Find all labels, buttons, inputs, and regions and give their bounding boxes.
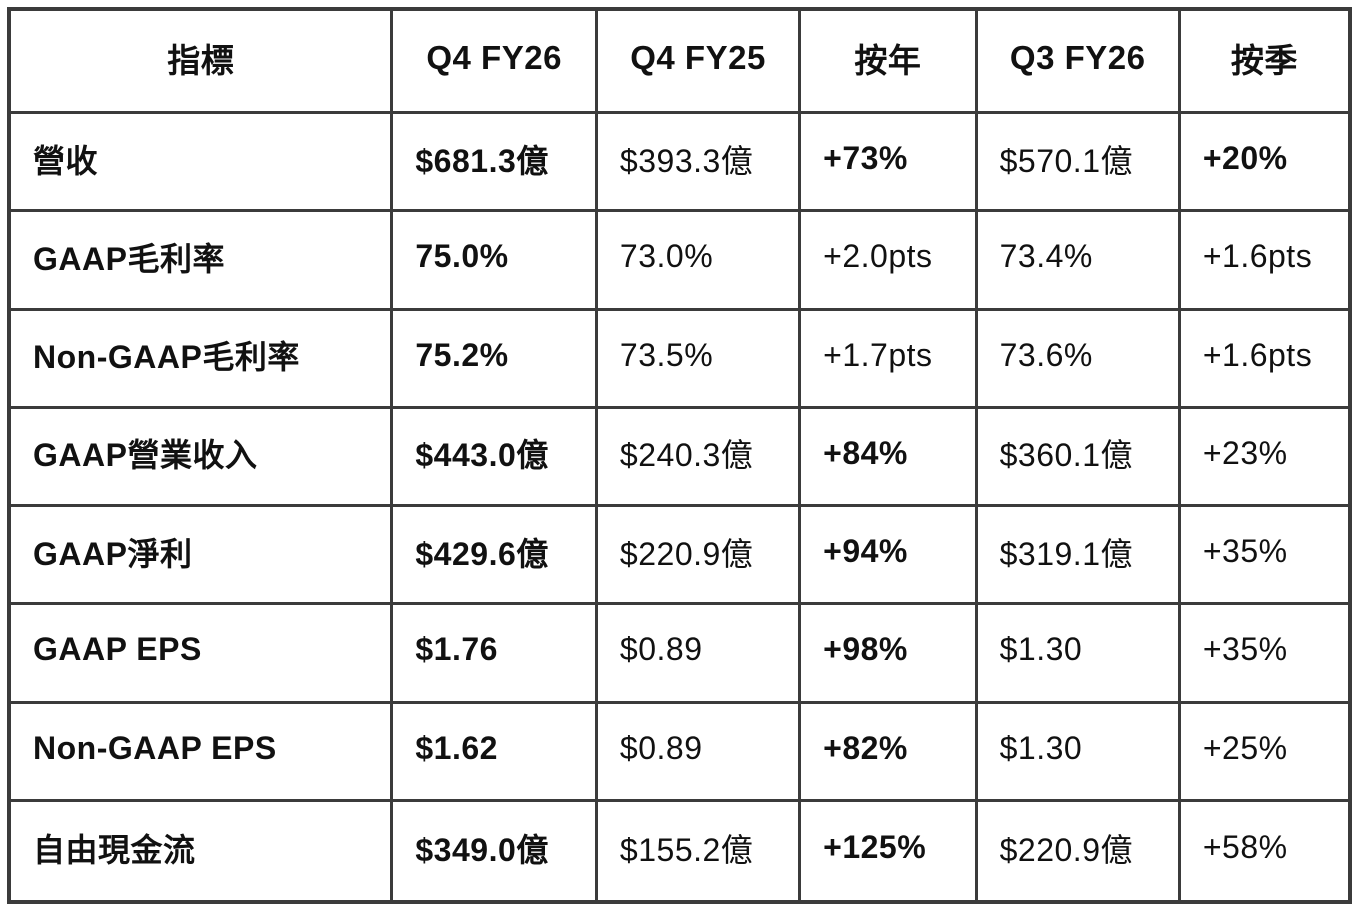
row-gaap-margin-metric: GAAP毛利率 — [11, 212, 394, 311]
row-gaap-margin-qoq: +1.6pts — [1180, 212, 1348, 311]
row-gaap-opincome-q4fy25: $240.3億 — [597, 408, 802, 507]
row-gaap-netincome-q4fy25: $220.9億 — [597, 507, 802, 606]
row-gaap-netincome-q4fy26: $429.6億 — [393, 507, 598, 606]
row-nongaap-margin-qoq: +1.6pts — [1180, 311, 1348, 409]
row-gaap-opincome-yoy: +84% — [801, 408, 978, 507]
header-qoq: 按季 — [1180, 11, 1348, 114]
header-yoy: 按年 — [801, 11, 978, 114]
row-gaap-eps-qoq: +35% — [1180, 605, 1348, 704]
header-metric: 指標 — [11, 11, 394, 114]
row-nongaap-eps-q4fy26: $1.62 — [393, 703, 598, 802]
row-nongaap-eps-q3fy26: $1.30 — [977, 703, 1181, 802]
row-revenue-q3fy26: $570.1億 — [977, 114, 1181, 213]
row-gaap-eps-q3fy26: $1.30 — [977, 605, 1181, 704]
row-fcf-metric: 自由現金流 — [11, 801, 394, 900]
row-gaap-netincome-metric: GAAP淨利 — [11, 507, 394, 606]
row-gaap-margin-q4fy25: 73.0% — [597, 212, 802, 311]
row-gaap-margin-q4fy26: 75.0% — [393, 212, 598, 311]
row-nongaap-eps-yoy: +82% — [801, 703, 978, 802]
header-q4fy25: Q4 FY25 — [597, 11, 802, 114]
row-fcf-yoy: +125% — [801, 801, 978, 900]
row-revenue-q4fy25: $393.3億 — [597, 114, 802, 213]
row-nongaap-margin-q3fy26: 73.6% — [977, 310, 1181, 409]
row-gaap-netincome-qoq: +35% — [1180, 507, 1348, 606]
financial-results-table: 指標 Q4 FY26 Q4 FY25 按年 Q3 FY26 按季 營收 $681… — [7, 7, 1352, 904]
row-gaap-opincome-q3fy26: $360.1億 — [977, 408, 1181, 507]
row-gaap-eps-yoy: +98% — [801, 605, 978, 704]
row-gaap-margin-q3fy26: 73.4% — [977, 212, 1181, 311]
row-revenue-metric: 營收 — [11, 114, 394, 213]
row-gaap-netincome-q3fy26: $319.1億 — [977, 507, 1181, 606]
row-fcf-q4fy26: $349.0億 — [393, 801, 598, 900]
row-nongaap-eps-q4fy25: $0.89 — [597, 703, 802, 802]
row-nongaap-margin-q4fy26: 75.2% — [393, 310, 598, 409]
row-nongaap-eps-qoq: +25% — [1180, 704, 1348, 802]
row-gaap-netincome-yoy: +94% — [801, 507, 978, 606]
row-nongaap-margin-metric: Non-GAAP毛利率 — [11, 310, 394, 409]
row-revenue-q4fy26: $681.3億 — [393, 114, 598, 213]
row-gaap-opincome-qoq: +23% — [1180, 409, 1348, 507]
row-revenue-qoq: +20% — [1180, 114, 1348, 213]
row-fcf-q4fy25: $155.2億 — [598, 801, 802, 900]
header-q3fy26: Q3 FY26 — [977, 11, 1181, 114]
row-fcf-qoq: +58% — [1202, 829, 1288, 866]
row-gaap-eps-q4fy26: $1.76 — [393, 605, 598, 704]
row-gaap-eps-metric: GAAP EPS — [11, 605, 394, 704]
row-gaap-opincome-q4fy26: $443.0億 — [393, 408, 598, 507]
header-q4fy26: Q4 FY26 — [393, 11, 598, 114]
row-gaap-margin-yoy: +2.0pts — [801, 212, 978, 311]
row-nongaap-eps-metric: Non-GAAP EPS — [11, 703, 394, 802]
row-nongaap-margin-q4fy25: 73.5% — [597, 310, 802, 409]
row-gaap-opincome-metric: GAAP營業收入 — [11, 408, 394, 507]
row-fcf-q3fy26: $220.9億 — [978, 801, 1181, 900]
row-nongaap-margin-yoy: +1.7pts — [801, 310, 978, 409]
row-revenue-yoy: +73% — [801, 114, 978, 213]
row-gaap-eps-q4fy25: $0.89 — [597, 605, 802, 704]
